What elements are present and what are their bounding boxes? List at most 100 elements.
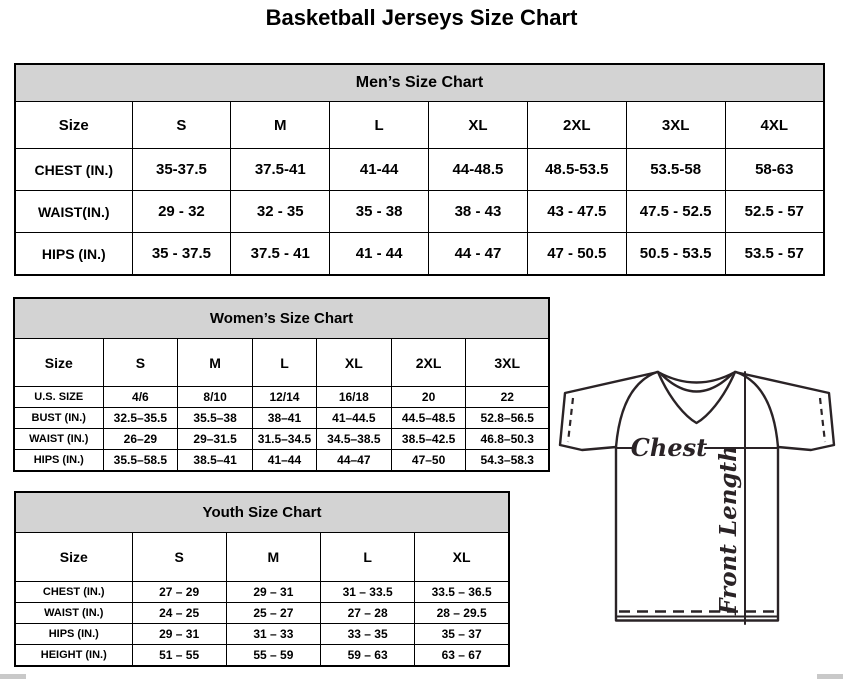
table-cell: 31 – 33 xyxy=(225,623,322,646)
table-cell: 20 xyxy=(390,385,467,408)
table-row: HIPS (IN.) 29 – 31 31 – 33 33 – 35 35 – 37 xyxy=(14,623,510,646)
table-cell: 51 – 55 xyxy=(131,644,227,667)
header-row: Size S M L XL 2XL 3XL 4XL xyxy=(14,101,825,150)
row-label: U.S. SIZE xyxy=(13,385,104,408)
column-header: 3XL xyxy=(465,338,550,387)
table-cell: 34.5–38.5 xyxy=(315,428,392,451)
column-header: XL xyxy=(315,338,392,387)
table-cell: 48.5-53.5 xyxy=(526,148,627,192)
row-label: HIPS (IN.) xyxy=(14,232,133,276)
table-cell: 33.5 – 36.5 xyxy=(414,580,510,603)
table-cell: 27 – 28 xyxy=(319,601,416,625)
table-cell: 50.5 - 53.5 xyxy=(625,232,726,276)
table-cell: 27 – 29 xyxy=(131,580,227,603)
table-cell: 47.5 - 52.5 xyxy=(625,190,726,234)
table-cell: 55 – 59 xyxy=(225,644,322,667)
row-label: WAIST (IN.) xyxy=(13,428,104,451)
table-cell: 41–44.5 xyxy=(315,406,392,430)
column-header: L xyxy=(319,532,416,582)
column-header: M xyxy=(225,532,322,582)
table-cell: 41 - 44 xyxy=(329,232,430,276)
column-header: 2XL xyxy=(390,338,467,387)
table-row: HIPS (IN.) 35.5–58.5 38.5–41 41–44 44–47 47–5… xyxy=(13,449,550,472)
page-title: Basketball Jerseys Size Chart xyxy=(265,5,578,30)
table-cell: 53.5 - 57 xyxy=(724,232,825,276)
table-cell: 35.5–58.5 xyxy=(102,449,179,472)
table-row: HEIGHT (IN.) 51 – 55 55 – 59 59 – 63 63 – 67 xyxy=(14,644,510,667)
column-header: XL xyxy=(414,532,510,582)
table-cell: 4/6 xyxy=(102,385,179,408)
table-cell: 29 – 31 xyxy=(225,580,322,603)
column-header: S xyxy=(102,338,179,387)
table-cell: 47 - 50.5 xyxy=(526,232,627,276)
row-label: WAIST (IN.) xyxy=(14,601,133,625)
table-cell: 43 - 47.5 xyxy=(526,190,627,234)
column-header: S xyxy=(131,532,227,582)
column-header: 3XL xyxy=(625,101,726,150)
column-header: Size xyxy=(14,101,133,150)
table-cell: 32 - 35 xyxy=(230,190,331,234)
table-cell: 31 – 33.5 xyxy=(319,580,416,603)
column-header: S xyxy=(131,101,232,150)
table-cell: 8/10 xyxy=(177,385,253,408)
table-cell: 32.5–35.5 xyxy=(102,406,179,430)
table-cell: 26–29 xyxy=(102,428,179,451)
table-cell: 24 – 25 xyxy=(131,601,227,625)
table-cell: 35-37.5 xyxy=(131,148,232,192)
table-row: CHEST (IN.) 35-37.5 37.5-41 41-44 44-48.5 48.… xyxy=(14,148,825,192)
table-cell: 52.5 - 57 xyxy=(724,190,825,234)
mens-chart-band-title: Men’s Size Chart xyxy=(14,63,825,103)
youth-size-chart: Youth Size Chart Size S M L XL CHEST (IN.) 27 –… xyxy=(14,491,510,667)
table-cell: 25 – 27 xyxy=(225,601,322,625)
scrollbar-fragment-left xyxy=(0,674,26,679)
table-cell: 59 – 63 xyxy=(319,644,416,667)
table-cell: 38 - 43 xyxy=(428,190,528,234)
table-cell: 31.5–34.5 xyxy=(251,428,317,451)
table-cell: 41–44 xyxy=(251,449,317,472)
table-cell: 44-48.5 xyxy=(428,148,528,192)
column-header: L xyxy=(251,338,317,387)
row-label: CHEST (IN.) xyxy=(14,580,133,603)
sleeve-hash-left xyxy=(566,397,575,443)
table-row: WAIST (IN.) 26–29 29–31.5 31.5–34.5 34.5–38.… xyxy=(13,428,550,451)
column-header: L xyxy=(329,101,430,150)
table-cell: 38.5–41 xyxy=(177,449,253,472)
column-header: 2XL xyxy=(526,101,627,150)
womens-size-chart: Women’s Size Chart Size S M L XL 2XL 3XL U.S. SI… xyxy=(13,297,550,472)
table-cell: 37.5 - 41 xyxy=(230,232,331,276)
table-row: BUST (IN.) 32.5–35.5 35.5–38 38–41 41–44.5 44… xyxy=(13,406,550,430)
womens-chart-band-title: Women’s Size Chart xyxy=(13,297,550,340)
table-cell: 29 - 32 xyxy=(131,190,232,234)
table-cell: 63 – 67 xyxy=(414,644,510,667)
row-label: WAIST(IN.) xyxy=(14,190,133,234)
row-label: CHEST (IN.) xyxy=(14,148,133,192)
table-cell: 37.5-41 xyxy=(230,148,331,192)
header-row: Size S M L XL xyxy=(14,532,510,582)
row-label: HIPS (IN.) xyxy=(14,623,133,646)
table-cell: 33 – 35 xyxy=(319,623,416,646)
column-header: M xyxy=(230,101,331,150)
sleeve-hash-right xyxy=(818,397,827,443)
table-cell: 53.5-58 xyxy=(625,148,726,192)
table-cell: 28 – 29.5 xyxy=(414,601,510,625)
mens-size-chart: Men’s Size Chart Size S M L XL 2XL 3XL 4XL CHEST … xyxy=(14,63,825,276)
table-cell: 12/14 xyxy=(251,385,317,408)
table-cell: 16/18 xyxy=(315,385,392,408)
table-row: U.S. SIZE 4/6 8/10 12/14 16/18 20 22 xyxy=(13,385,550,408)
table-cell: 35 - 38 xyxy=(329,190,430,234)
jersey-diagram: Chest Front Length xyxy=(558,370,836,625)
table-cell: 58-63 xyxy=(724,148,825,192)
table-cell: 35 – 37 xyxy=(414,623,510,646)
table-cell: 38.5–42.5 xyxy=(390,428,467,451)
column-header: Size xyxy=(13,338,104,387)
youth-chart-band-title: Youth Size Chart xyxy=(14,491,510,534)
table-cell: 29 – 31 xyxy=(131,623,227,646)
table-cell: 47–50 xyxy=(390,449,467,472)
table-cell: 44.5–48.5 xyxy=(390,406,467,430)
table-row: WAIST (IN.) 24 – 25 25 – 27 27 – 28 28 – 29.… xyxy=(14,601,510,625)
table-row: CHEST (IN.) 27 – 29 29 – 31 31 – 33.5 33.5 –… xyxy=(14,580,510,603)
scrollbar-fragment-right xyxy=(817,674,843,679)
table-row: WAIST(IN.) 29 - 32 32 - 35 35 - 38 38 - 43 43… xyxy=(14,190,825,234)
vneck-collar xyxy=(656,370,737,384)
table-cell: 35.5–38 xyxy=(177,406,253,430)
